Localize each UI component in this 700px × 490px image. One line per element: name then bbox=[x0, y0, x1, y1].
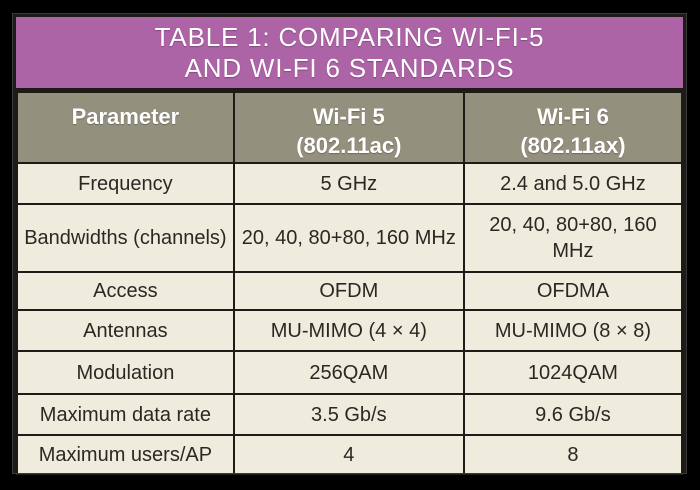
wifi5-cell: 4 bbox=[232, 434, 465, 475]
table-title-line1: TABLE 1: COMPARING WI-FI-5 bbox=[154, 21, 545, 52]
wifi6-cell: 20, 40, 80+80, 160 MHz bbox=[462, 203, 684, 273]
table-row-max-users: Maximum users/AP 4 8 bbox=[16, 434, 684, 475]
wifi5-cell: 3.5 Gb/s bbox=[232, 393, 465, 436]
table-row-access: Access OFDM OFDMA bbox=[16, 271, 684, 311]
wifi6-cell: MU-MIMO (8 × 8) bbox=[462, 309, 684, 352]
parameter-cell: Antennas bbox=[16, 309, 235, 352]
parameter-cell: Maximum users/AP bbox=[16, 434, 235, 475]
wifi6-cell: 8 bbox=[462, 434, 684, 475]
comparison-table: Parameter Wi-Fi 5 (802.11ac) Wi-Fi 6 (80… bbox=[16, 91, 684, 475]
wifi5-cell: OFDM bbox=[232, 271, 465, 311]
column-header-wifi5: Wi-Fi 5 (802.11ac) bbox=[232, 91, 465, 164]
parameter-cell: Maximum data rate bbox=[16, 393, 235, 436]
table-row-antennas: Antennas MU-MIMO (4 × 4) MU-MIMO (8 × 8) bbox=[16, 309, 684, 352]
table-row-frequency: Frequency 5 GHz 2.4 and 5.0 GHz bbox=[16, 162, 684, 205]
table-panel: TABLE 1: COMPARING WI-FI-5 AND WI-FI 6 S… bbox=[12, 13, 687, 475]
column-header-wifi5-standard: (802.11ac) bbox=[296, 133, 402, 158]
table-title: TABLE 1: COMPARING WI-FI-5 AND WI-FI 6 S… bbox=[16, 17, 683, 91]
wifi6-cell: 2.4 and 5.0 GHz bbox=[462, 162, 684, 205]
column-header-wifi5-name: Wi-Fi 5 bbox=[312, 104, 385, 129]
table-row-modulation: Modulation 256QAM 1024QAM bbox=[16, 350, 684, 395]
wifi6-cell: OFDMA bbox=[462, 271, 684, 311]
parameter-cell: Bandwidths (channels) bbox=[16, 203, 235, 273]
wifi6-cell: 1024QAM bbox=[462, 350, 684, 395]
column-header-parameter-label: Parameter bbox=[71, 104, 180, 129]
parameter-cell: Access bbox=[16, 271, 235, 311]
table-row-bandwidths: Bandwidths (channels) 20, 40, 80+80, 160… bbox=[16, 203, 684, 273]
column-header-wifi6: Wi-Fi 6 (802.11ax) bbox=[462, 91, 684, 164]
wifi5-cell: 256QAM bbox=[232, 350, 465, 395]
parameter-cell: Modulation bbox=[16, 350, 235, 395]
wifi5-cell: MU-MIMO (4 × 4) bbox=[232, 309, 465, 352]
header-row: Parameter Wi-Fi 5 (802.11ac) Wi-Fi 6 (80… bbox=[16, 91, 684, 164]
wifi5-cell: 20, 40, 80+80, 160 MHz bbox=[232, 203, 465, 273]
column-header-wifi6-name: Wi-Fi 6 bbox=[536, 104, 609, 129]
column-header-parameter: Parameter bbox=[16, 91, 235, 164]
table-title-line2: AND WI-FI 6 STANDARDS bbox=[184, 52, 515, 83]
wifi6-cell: 9.6 Gb/s bbox=[462, 393, 684, 436]
wifi5-cell: 5 GHz bbox=[232, 162, 465, 205]
table-row-max-data-rate: Maximum data rate 3.5 Gb/s 9.6 Gb/s bbox=[16, 393, 684, 436]
parameter-cell: Frequency bbox=[16, 162, 235, 205]
column-header-wifi6-standard: (802.11ax) bbox=[520, 133, 626, 158]
